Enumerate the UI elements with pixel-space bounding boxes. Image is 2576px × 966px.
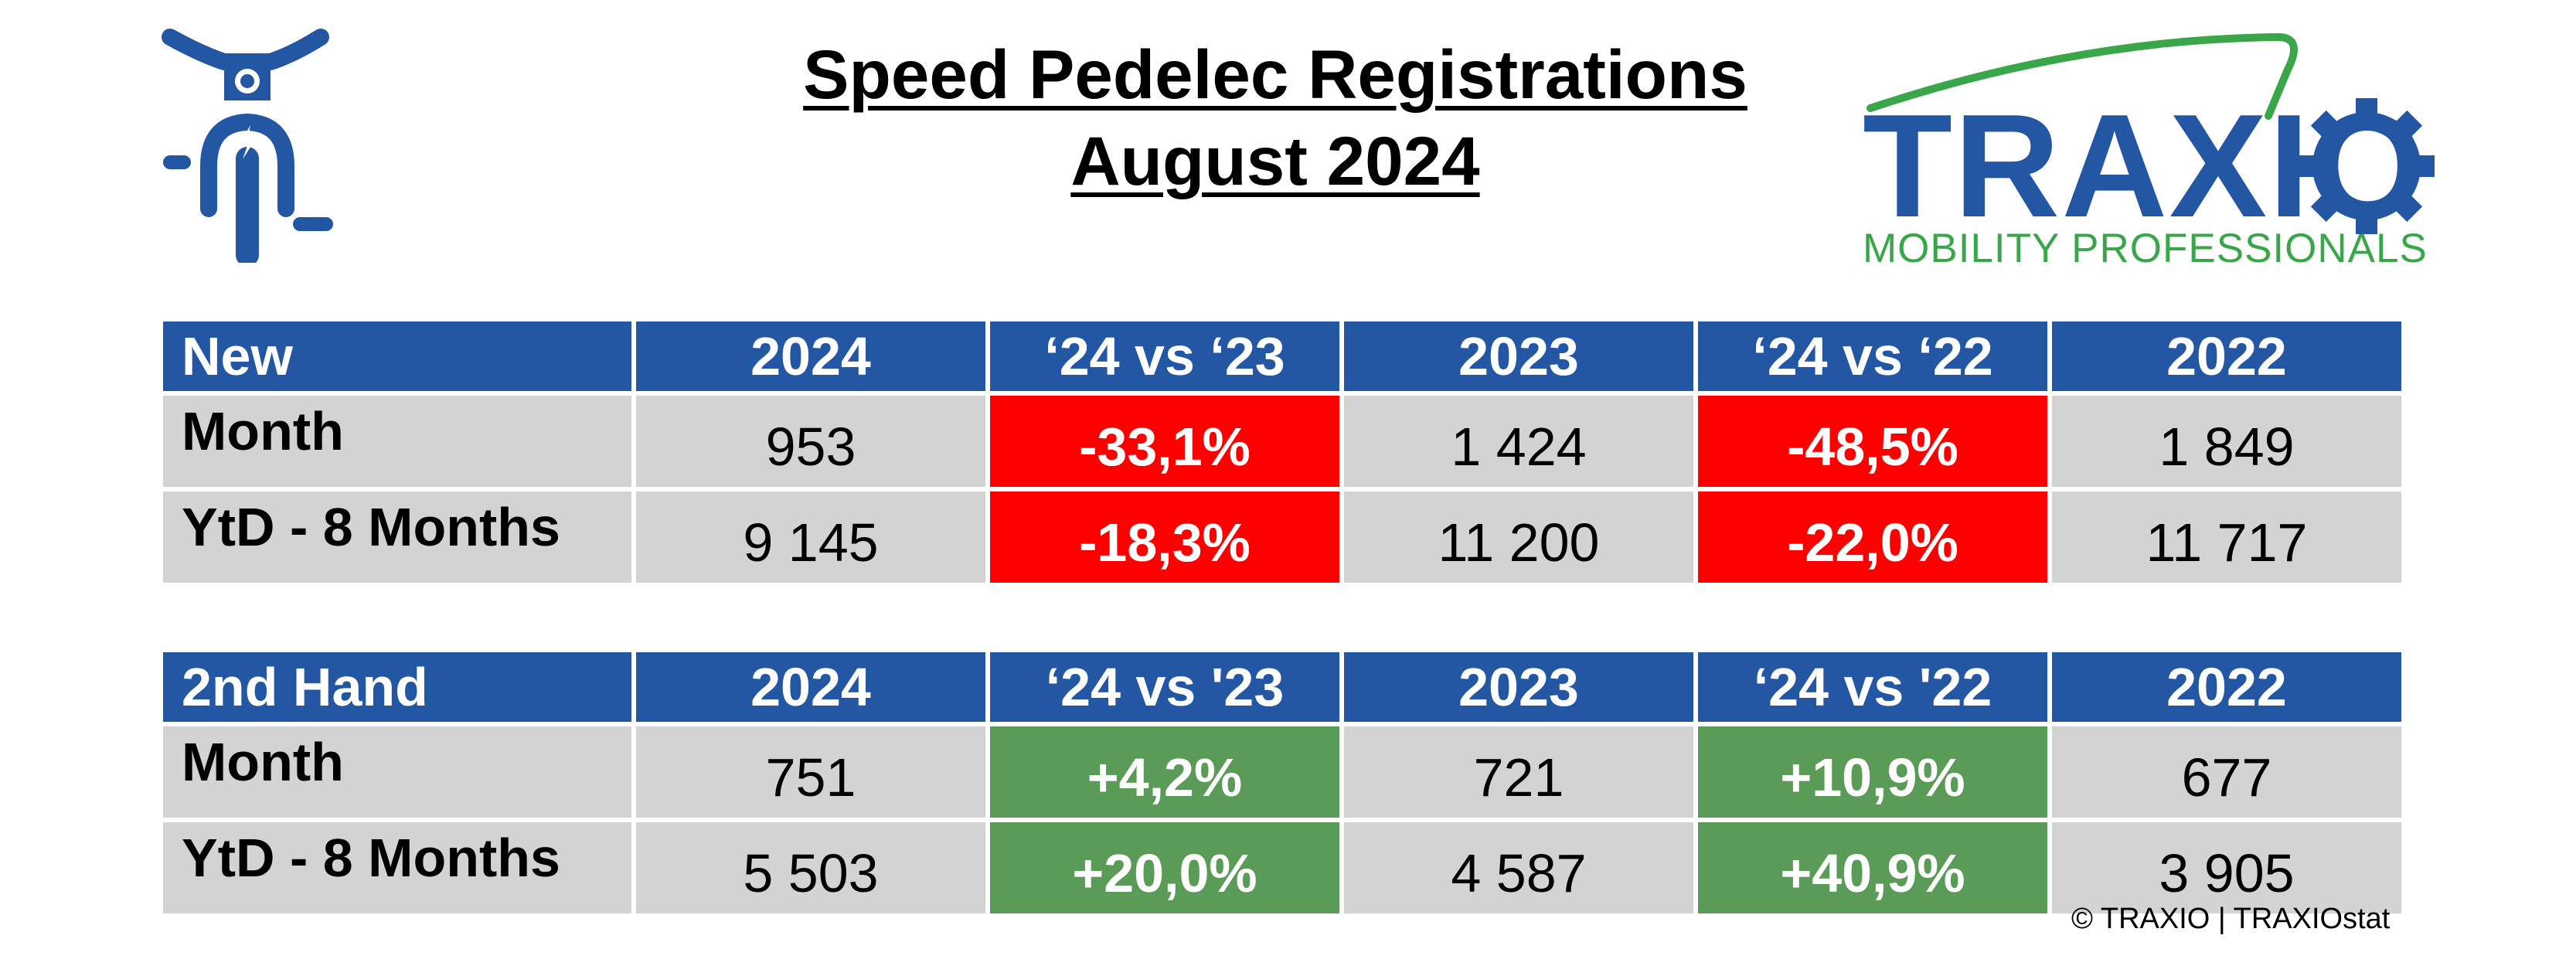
traxio-logo: TRAXIO MOBILITY PROFESSIONALS xyxy=(1847,23,2435,271)
table-row: Month 953 -33,1% 1 424 -48,5% 1 849 xyxy=(163,396,2401,487)
gear-icon xyxy=(2299,98,2435,234)
value-cell: 4 587 xyxy=(1344,822,1693,913)
change-cell: +20,0% xyxy=(990,822,1339,913)
change-cell: -18,3% xyxy=(990,492,1339,583)
row-label: Month xyxy=(163,726,631,818)
change-cell: -22,0% xyxy=(1698,492,2047,583)
speed-pedelec-rider-icon xyxy=(155,23,340,267)
header-cell: 2024 xyxy=(636,652,985,722)
second-hand-registrations-table: 2nd Hand 2024 ‘24 vs '23 2023 ‘24 vs '22… xyxy=(158,648,2406,918)
value-cell: 5 503 xyxy=(636,822,985,913)
value-cell: 11 200 xyxy=(1344,492,1693,583)
copyright-notice: © TRAXIO | TRAXIOstat xyxy=(2071,903,2391,935)
value-cell: 721 xyxy=(1344,726,1693,818)
header-cell: 2023 xyxy=(1344,321,1693,391)
value-cell: 953 xyxy=(636,396,985,487)
logo-swoosh xyxy=(1866,32,2435,234)
value-cell: 1 849 xyxy=(2052,396,2401,487)
header-cell: 2nd Hand xyxy=(163,652,631,722)
row-label: YtD - 8 Months xyxy=(163,822,631,913)
header-cell: ‘24 vs ‘23 xyxy=(990,321,1339,391)
change-cell: +10,9% xyxy=(1698,726,2047,818)
header-cell: ‘24 vs '23 xyxy=(990,652,1339,722)
value-cell: 11 717 xyxy=(2052,492,2401,583)
table-row: YtD - 8 Months 9 145 -18,3% 11 200 -22,0… xyxy=(163,492,2401,583)
value-cell: 3 905 xyxy=(2052,822,2401,913)
logo-tagline: MOBILITY PROFESSIONALS xyxy=(1863,226,2428,271)
table-header-row: 2nd Hand 2024 ‘24 vs '23 2023 ‘24 vs '22… xyxy=(163,652,2401,722)
value-cell: 677 xyxy=(2052,726,2401,818)
header-cell: New xyxy=(163,321,631,391)
title-line-1: Speed Pedelec Registrations xyxy=(803,36,1747,113)
page-title: Speed Pedelec Registrations August 2024 xyxy=(696,31,1855,204)
change-cell: -48,5% xyxy=(1698,396,2047,487)
header-cell: 2024 xyxy=(636,321,985,391)
header-cell: ‘24 vs ‘22 xyxy=(1698,321,2047,391)
header-cell: 2022 xyxy=(2052,321,2401,391)
header-cell: 2022 xyxy=(2052,652,2401,722)
change-cell: +4,2% xyxy=(990,726,1339,818)
value-cell: 1 424 xyxy=(1344,396,1693,487)
value-cell: 751 xyxy=(636,726,985,818)
table-row: YtD - 8 Months 5 503 +20,0% 4 587 +40,9%… xyxy=(163,822,2401,913)
logo-wordmark: TRAXIO xyxy=(1863,84,2427,248)
row-label: Month xyxy=(163,396,631,487)
row-label: YtD - 8 Months xyxy=(163,492,631,583)
table-header-row: New 2024 ‘24 vs ‘23 2023 ‘24 vs ‘22 2022 xyxy=(163,321,2401,391)
value-cell: 9 145 xyxy=(636,492,985,583)
change-cell: -33,1% xyxy=(990,396,1339,487)
table-row: Month 751 +4,2% 721 +10,9% 677 xyxy=(163,726,2401,818)
header-cell: 2023 xyxy=(1344,652,1693,722)
title-line-2: August 2024 xyxy=(1070,122,1480,199)
new-registrations-table: New 2024 ‘24 vs ‘23 2023 ‘24 vs ‘22 2022… xyxy=(158,317,2406,587)
header-cell: ‘24 vs '22 xyxy=(1698,652,2047,722)
change-cell: +40,9% xyxy=(1698,822,2047,913)
